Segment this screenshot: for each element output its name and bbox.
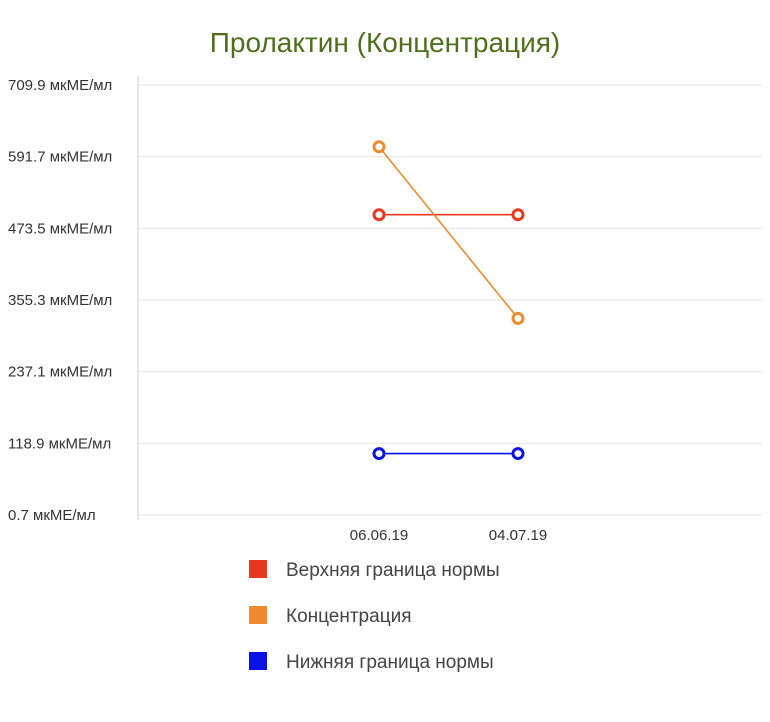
legend-swatch — [249, 560, 267, 578]
legend-label: Нижняя граница нормы — [286, 652, 494, 673]
y-tick-label: 0.7 мкМЕ/мл — [8, 507, 96, 524]
y-tick-label: 591.7 мкМЕ/мл — [8, 149, 112, 166]
data-point[interactable] — [372, 208, 386, 222]
data-point[interactable] — [372, 447, 386, 461]
grid-lines — [138, 84, 762, 516]
legend: Верхняя граница нормы Концентрация Нижняя … — [249, 560, 500, 673]
series-lines — [372, 140, 525, 461]
data-point[interactable] — [511, 208, 525, 222]
data-point[interactable] — [372, 140, 386, 154]
data-point[interactable] — [511, 447, 525, 461]
x-axis-ticks: 06.06.19 04.07.19 — [350, 527, 547, 544]
y-tick-label: 355.3 мкМЕ/мл — [8, 292, 112, 309]
legend-swatch — [249, 606, 267, 624]
y-axis-ticks: 709.9 мкМЕ/мл 591.7 мкМЕ/мл 473.5 мкМЕ/мл 3… — [8, 77, 112, 524]
legend-label: Верхняя граница нормы — [286, 560, 500, 581]
x-tick-label: 06.06.19 — [350, 527, 408, 544]
legend-label: Концентрация — [286, 606, 411, 627]
y-tick-label: 118.9 мкМЕ/мл — [8, 435, 111, 452]
chart-title: Пролактин (Концентрация) — [210, 27, 560, 58]
data-point[interactable] — [511, 311, 525, 325]
series-line — [378, 146, 519, 319]
legend-swatch — [249, 652, 267, 670]
y-tick-label: 473.5 мкМЕ/мл — [8, 220, 112, 237]
x-tick-label: 04.07.19 — [489, 527, 547, 544]
y-tick-label: 237.1 мкМЕ/мл — [8, 364, 112, 381]
y-tick-label: 709.9 мкМЕ/мл — [8, 77, 112, 94]
